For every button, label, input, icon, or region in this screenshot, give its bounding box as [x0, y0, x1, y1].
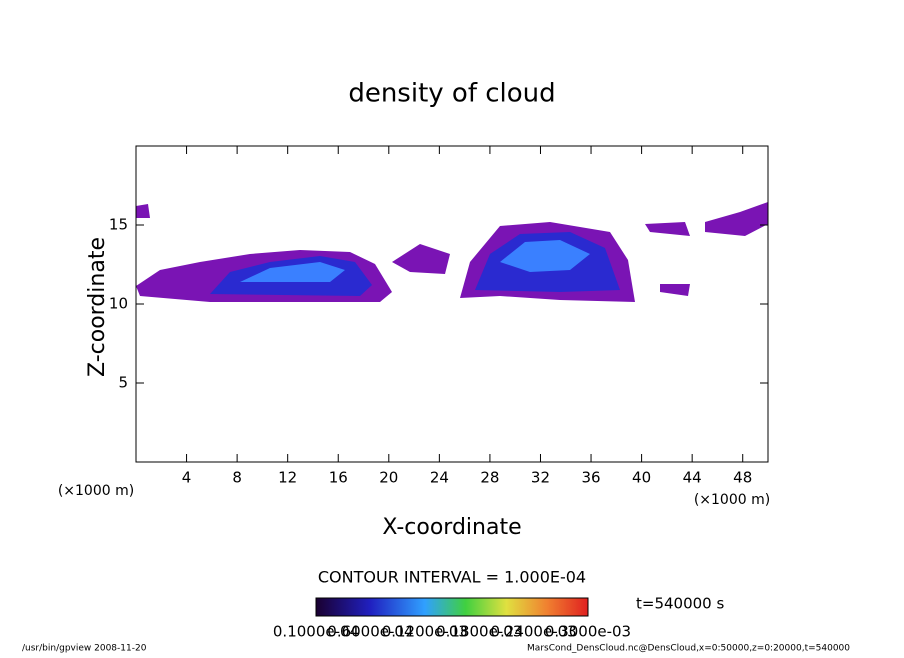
x-unit-label: (×1000 m)	[694, 492, 770, 508]
x-tick-label: 4	[182, 469, 192, 487]
x-tick-label: 16	[329, 469, 348, 487]
y-axis-label: Z-coordinate	[85, 237, 110, 377]
x-tick-label: 12	[278, 469, 297, 487]
colorbar-label: 0.3000e-03	[545, 623, 631, 641]
plot-frame	[135, 145, 769, 463]
chart-title: density of cloud	[348, 79, 555, 109]
x-tick-label: 32	[531, 469, 550, 487]
x-tick-label: 8	[232, 469, 242, 487]
x-tick-label: 48	[733, 469, 752, 487]
cloud-field	[136, 202, 768, 302]
x-tick-label: 28	[480, 469, 499, 487]
x-tick-label: 24	[430, 469, 449, 487]
time-label: t=540000 s	[636, 595, 724, 613]
x-tick-label: 36	[581, 469, 600, 487]
y-tick-label: 10	[109, 295, 128, 313]
colorbar-label: 0.1200e-03	[382, 623, 468, 641]
colorbar-label: 0.6000e-04	[327, 623, 413, 641]
x-tick-label: 40	[632, 469, 651, 487]
contour-interval: CONTOUR INTERVAL = 1.000E-04	[318, 568, 586, 587]
colorbar-label: 0.1800e-03	[436, 623, 522, 641]
x-unit-label: (×1000 m)	[58, 483, 134, 499]
footer-right: MarsCond_DensCloud.nc@DensCloud,x=0:5000…	[527, 644, 850, 654]
x-axis-label: X-coordinate	[382, 515, 521, 540]
colorbar	[315, 597, 589, 617]
x-tick-label: 44	[683, 469, 702, 487]
y-tick-label: 15	[109, 216, 128, 234]
y-tick-label: 5	[118, 374, 128, 392]
x-tick-label: 20	[379, 469, 398, 487]
footer-left: /usr/bin/gpview 2008-11-20	[22, 644, 147, 654]
colorbar-label: 0.2400e-03	[490, 623, 576, 641]
colorbar-label: 0.1000e-04	[273, 623, 359, 641]
